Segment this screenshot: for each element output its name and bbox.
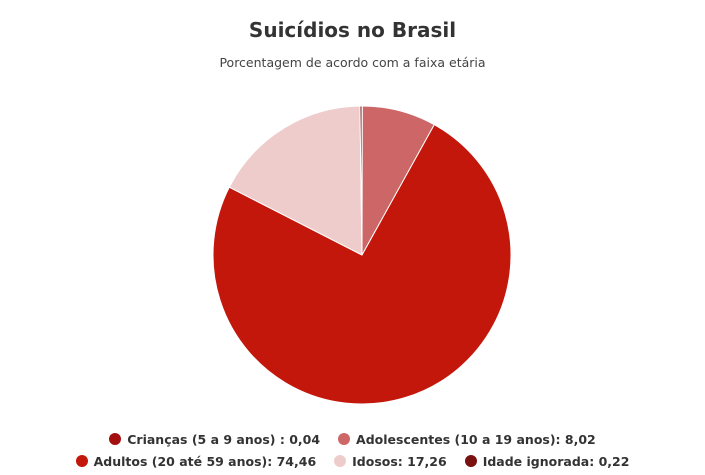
legend-item-adultos[interactable]: Adultos (20 até 59 anos): 74,46 <box>75 453 317 469</box>
pie-slice-idade-ignorada[interactable] <box>359 105 363 256</box>
legend-label-criancas: Crianças (5 a 9 anos) : 0,04 <box>127 431 321 447</box>
pie-slice-adultos[interactable] <box>212 124 512 405</box>
chart-title: Suicídios no Brasil <box>248 18 457 42</box>
pie-slice-idosos[interactable] <box>228 105 363 256</box>
legend-item-idade-ignorada[interactable]: Idade ignorada: 0,22 <box>464 453 630 469</box>
legend-row-1: Crianças (5 a 9 anos) : 0,04 Adolescente… <box>0 428 705 450</box>
chart-legend: Crianças (5 a 9 anos) : 0,04 Adolescente… <box>0 428 705 472</box>
legend-label-idade-ignorada: Idade ignorada: 0,22 <box>482 453 630 469</box>
legend-swatch-adultos <box>75 455 88 467</box>
legend-label-idosos: Idosos: 17,26 <box>352 453 447 469</box>
legend-label-adultos: Adultos (20 até 59 anos): 74,46 <box>93 453 317 469</box>
legend-swatch-idade-ignorada <box>464 455 477 467</box>
legend-swatch-idosos <box>334 455 347 467</box>
legend-row-2: Adultos (20 até 59 anos): 74,46 Idosos: … <box>0 450 705 472</box>
legend-item-adolescentes[interactable]: Adolescentes (10 a 19 anos): 8,02 <box>338 432 596 447</box>
legend-label-adolescentes: Adolescentes (10 a 19 anos): 8,02 <box>356 431 596 447</box>
legend-item-idosos[interactable]: Idosos: 17,26 <box>334 454 447 469</box>
chart-subtitle: Porcentagem de acordo com a faixa etária <box>219 55 486 70</box>
legend-swatch-criancas <box>109 433 122 445</box>
legend-item-criancas[interactable]: Crianças (5 a 9 anos) : 0,04 <box>109 432 320 447</box>
legend-swatch-adolescentes <box>338 433 351 445</box>
